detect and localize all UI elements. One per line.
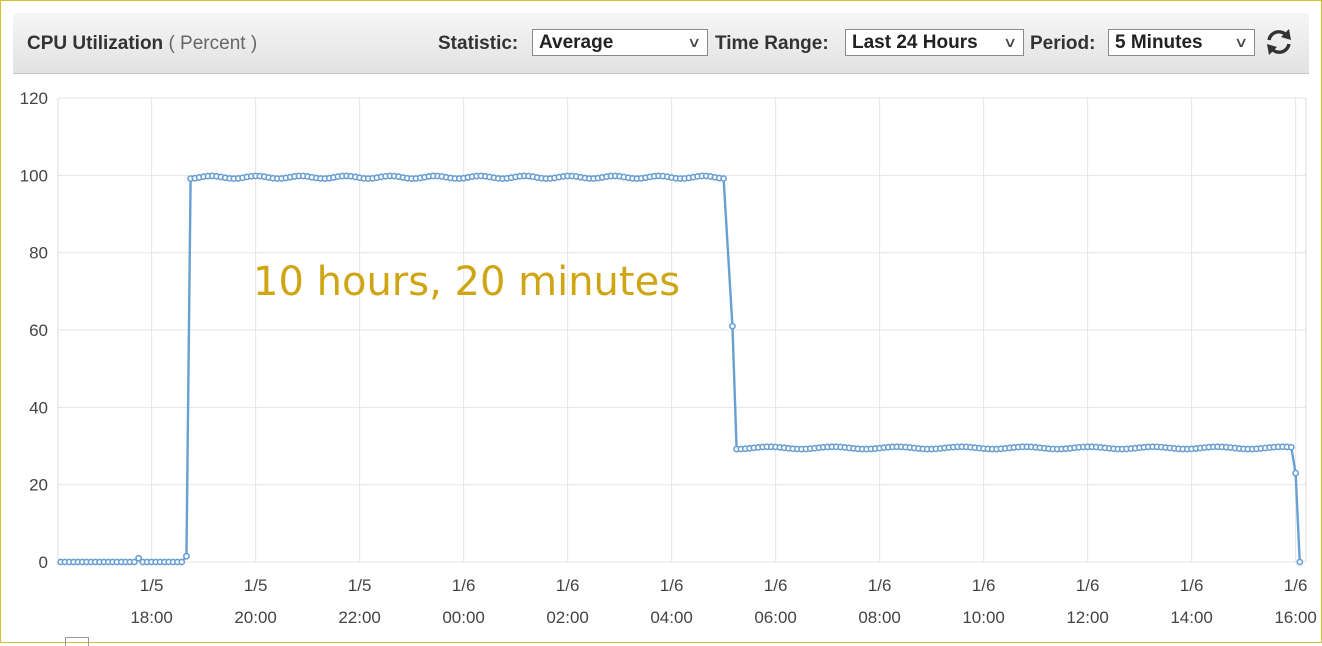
y-tick-label: 80 — [29, 244, 48, 263]
time-range-select[interactable]: Last 24 Hours ∨ — [845, 29, 1024, 56]
data-point — [720, 175, 727, 182]
y-tick-label: 100 — [20, 166, 48, 185]
data-point — [1296, 558, 1304, 566]
time-range-label: Time Range: — [715, 33, 829, 54]
x-tick-time: 04:00 — [650, 608, 693, 627]
data-point — [130, 558, 138, 566]
chevron-down-icon: ∨ — [1002, 34, 1018, 50]
metric-unit: ( Percent ) — [168, 33, 258, 54]
chart-toolbar: CPU Utilization ( Percent ) Statistic: A… — [13, 13, 1309, 74]
period-value: 5 Minutes — [1115, 32, 1203, 53]
x-tick-date: 1/6 — [1076, 576, 1100, 595]
x-tick-date: 1/5 — [244, 576, 268, 595]
chevron-down-icon: ∨ — [1233, 34, 1249, 50]
period-label: Period: — [1030, 33, 1096, 54]
duration-annotation: 10 hours, 20 minutes — [253, 259, 681, 305]
metric-name: CPU Utilization — [27, 33, 164, 54]
y-tick-label: 120 — [20, 89, 48, 108]
data-point — [178, 558, 186, 566]
statistic-value: Average — [539, 32, 614, 53]
y-tick-label: 20 — [29, 476, 48, 495]
refresh-icon[interactable] — [1262, 25, 1296, 59]
x-tick-time: 02:00 — [546, 608, 589, 627]
x-tick-time: 06:00 — [754, 608, 797, 627]
x-tick-date: 1/5 — [348, 576, 372, 595]
x-tick-time: 18:00 — [130, 608, 173, 627]
chart-title: CPU Utilization ( Percent ) — [27, 33, 257, 55]
x-tick-date: 1/6 — [660, 576, 684, 595]
data-point — [1292, 469, 1299, 477]
x-tick-time: 22:00 — [338, 608, 381, 627]
x-tick-date: 1/6 — [452, 576, 476, 595]
series-line — [60, 174, 1301, 564]
y-tick-label: 0 — [39, 553, 48, 572]
x-tick-time: 14:00 — [1170, 608, 1213, 627]
statistic-select[interactable]: Average ∨ — [532, 29, 708, 56]
x-tick-date: 1/6 — [972, 576, 996, 595]
x-tick-date: 1/6 — [1284, 576, 1308, 595]
x-tick-time: 12:00 — [1066, 608, 1109, 627]
x-tick-date: 1/6 — [1180, 576, 1204, 595]
x-tick-date: 1/6 — [868, 576, 892, 595]
legend-swatch — [65, 637, 89, 646]
x-tick-date: 1/6 — [764, 576, 788, 595]
y-tick-label: 60 — [29, 321, 48, 340]
statistic-label: Statistic: — [438, 33, 519, 54]
x-tick-date: 1/6 — [556, 576, 580, 595]
x-tick-date: 1/5 — [140, 576, 164, 595]
period-select[interactable]: 5 Minutes ∨ — [1108, 29, 1255, 56]
x-tick-time: 08:00 — [858, 608, 901, 627]
x-tick-time: 00:00 — [442, 608, 485, 627]
x-tick-time: 10:00 — [962, 608, 1005, 627]
data-point — [729, 322, 736, 330]
data-point — [183, 552, 190, 560]
y-tick-label: 40 — [29, 398, 48, 417]
data-point — [135, 554, 142, 562]
x-tick-time: 16:00 — [1274, 608, 1317, 627]
data-point — [1287, 443, 1295, 451]
chevron-down-icon: ∨ — [686, 34, 702, 50]
time-range-value: Last 24 Hours — [852, 32, 978, 53]
x-tick-time: 20:00 — [234, 608, 277, 627]
